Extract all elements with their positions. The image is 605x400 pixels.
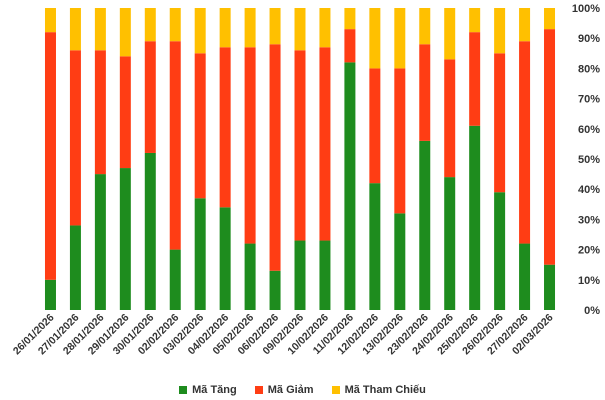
bar-ma-tang-20 bbox=[519, 243, 531, 310]
bar-ma-tham-chieu-19 bbox=[494, 8, 506, 54]
bar-ma-giam-1 bbox=[44, 32, 56, 280]
y-tick-label: 40% bbox=[578, 184, 600, 196]
y-tick-label: 30% bbox=[578, 214, 600, 226]
legend-label-ma-tham-chieu: Mã Tham Chiếu bbox=[344, 384, 426, 396]
bar-ma-tham-chieu-15 bbox=[394, 8, 406, 69]
bar-ma-giam-16 bbox=[419, 44, 431, 141]
bar-ma-giam-3 bbox=[94, 50, 106, 175]
bar-ma-tang-17 bbox=[444, 177, 456, 310]
bar-ma-tang-1 bbox=[44, 279, 56, 310]
legend-item-ma-tang: Mã Tăng bbox=[179, 384, 237, 396]
bar-ma-tham-chieu-12 bbox=[319, 8, 331, 48]
bar-ma-giam-11 bbox=[294, 50, 306, 241]
bar-ma-tang-3 bbox=[94, 174, 106, 310]
bar-ma-giam-21 bbox=[544, 29, 556, 265]
bar-ma-tham-chieu-13 bbox=[344, 8, 356, 30]
bar-ma-tham-chieu-20 bbox=[519, 8, 531, 42]
y-tick-label: 80% bbox=[578, 63, 600, 75]
bar-ma-giam-20 bbox=[519, 41, 531, 244]
bar-ma-tham-chieu-16 bbox=[419, 8, 431, 45]
bar-ma-giam-10 bbox=[269, 44, 281, 271]
bar-ma-giam-14 bbox=[369, 68, 381, 184]
bar-ma-giam-4 bbox=[119, 56, 131, 169]
bar-ma-giam-2 bbox=[69, 50, 81, 226]
bar-ma-tang-7 bbox=[194, 198, 206, 310]
bar-ma-tang-6 bbox=[169, 249, 181, 310]
bar-ma-tham-chieu-21 bbox=[544, 8, 556, 30]
bar-ma-tham-chieu-2 bbox=[69, 8, 81, 51]
y-tick-label: 70% bbox=[578, 94, 600, 106]
bar-ma-tham-chieu-5 bbox=[144, 8, 156, 42]
bar-ma-tang-21 bbox=[544, 264, 556, 310]
bar-ma-tham-chieu-9 bbox=[244, 8, 256, 48]
legend-label-ma-tang: Mã Tăng bbox=[192, 384, 237, 396]
bar-ma-tham-chieu-4 bbox=[119, 8, 131, 57]
legend-label-ma-giam: Mã Giảm bbox=[267, 384, 314, 396]
bar-ma-tang-16 bbox=[419, 140, 431, 310]
bar-ma-tham-chieu-11 bbox=[294, 8, 306, 51]
y-tick-label: 100% bbox=[572, 3, 600, 15]
legend-swatch-ma-tang bbox=[179, 386, 188, 394]
bar-ma-tham-chieu-7 bbox=[194, 8, 206, 54]
bar-ma-giam-15 bbox=[394, 68, 406, 214]
y-tick-label: 20% bbox=[578, 245, 600, 257]
bar-ma-giam-7 bbox=[194, 53, 206, 199]
bar-ma-giam-6 bbox=[169, 41, 181, 250]
stacked-bar-chart: 26/01/202627/01/202628/01/202629/01/2026… bbox=[11, 3, 600, 357]
bar-ma-tang-8 bbox=[219, 207, 231, 310]
y-tick-label: 50% bbox=[578, 154, 600, 166]
legend-item-ma-giam: Mã Giảm bbox=[254, 384, 314, 396]
bar-ma-tham-chieu-14 bbox=[369, 8, 381, 69]
bar-ma-tang-15 bbox=[394, 213, 406, 310]
legend-item-ma-tham-chieu: Mã Tham Chiếu bbox=[331, 384, 426, 396]
bar-ma-tang-19 bbox=[494, 192, 506, 310]
bar-ma-giam-19 bbox=[494, 53, 506, 193]
bar-ma-giam-18 bbox=[469, 32, 481, 126]
bar-ma-tang-14 bbox=[369, 183, 381, 310]
bar-ma-tang-4 bbox=[119, 168, 131, 310]
y-tick-label: 60% bbox=[578, 124, 600, 136]
legend-swatch-ma-tham-chieu bbox=[331, 386, 340, 394]
bar-ma-tham-chieu-1 bbox=[44, 8, 56, 33]
y-tick-label: 10% bbox=[578, 275, 600, 287]
bar-ma-giam-13 bbox=[344, 29, 356, 63]
y-tick-label: 0% bbox=[584, 305, 600, 317]
bar-ma-tang-18 bbox=[469, 125, 481, 310]
bar-ma-giam-17 bbox=[444, 59, 456, 178]
bar-ma-giam-12 bbox=[319, 47, 331, 241]
bar-ma-tham-chieu-3 bbox=[94, 8, 106, 51]
bar-ma-tham-chieu-6 bbox=[169, 8, 181, 42]
bar-ma-tham-chieu-8 bbox=[219, 8, 231, 48]
bar-ma-tang-2 bbox=[69, 225, 81, 310]
bar-ma-tham-chieu-10 bbox=[269, 8, 281, 45]
y-tick-label: 90% bbox=[578, 33, 600, 45]
bar-ma-tang-10 bbox=[269, 270, 281, 310]
bar-ma-tang-9 bbox=[244, 243, 256, 310]
bar-ma-tang-5 bbox=[144, 152, 156, 310]
bar-ma-tang-11 bbox=[294, 240, 306, 310]
bar-ma-tang-13 bbox=[344, 62, 356, 310]
bar-ma-giam-8 bbox=[219, 47, 231, 208]
bar-ma-tham-chieu-17 bbox=[444, 8, 456, 60]
bar-ma-tham-chieu-18 bbox=[469, 8, 481, 33]
bar-ma-tang-12 bbox=[319, 240, 331, 310]
chart-legend: Mã Tăng Mã Giảm Mã Tham Chiếu bbox=[0, 382, 605, 398]
legend-swatch-ma-giam bbox=[254, 386, 263, 394]
bar-ma-giam-9 bbox=[244, 47, 256, 244]
bar-ma-giam-5 bbox=[144, 41, 156, 153]
